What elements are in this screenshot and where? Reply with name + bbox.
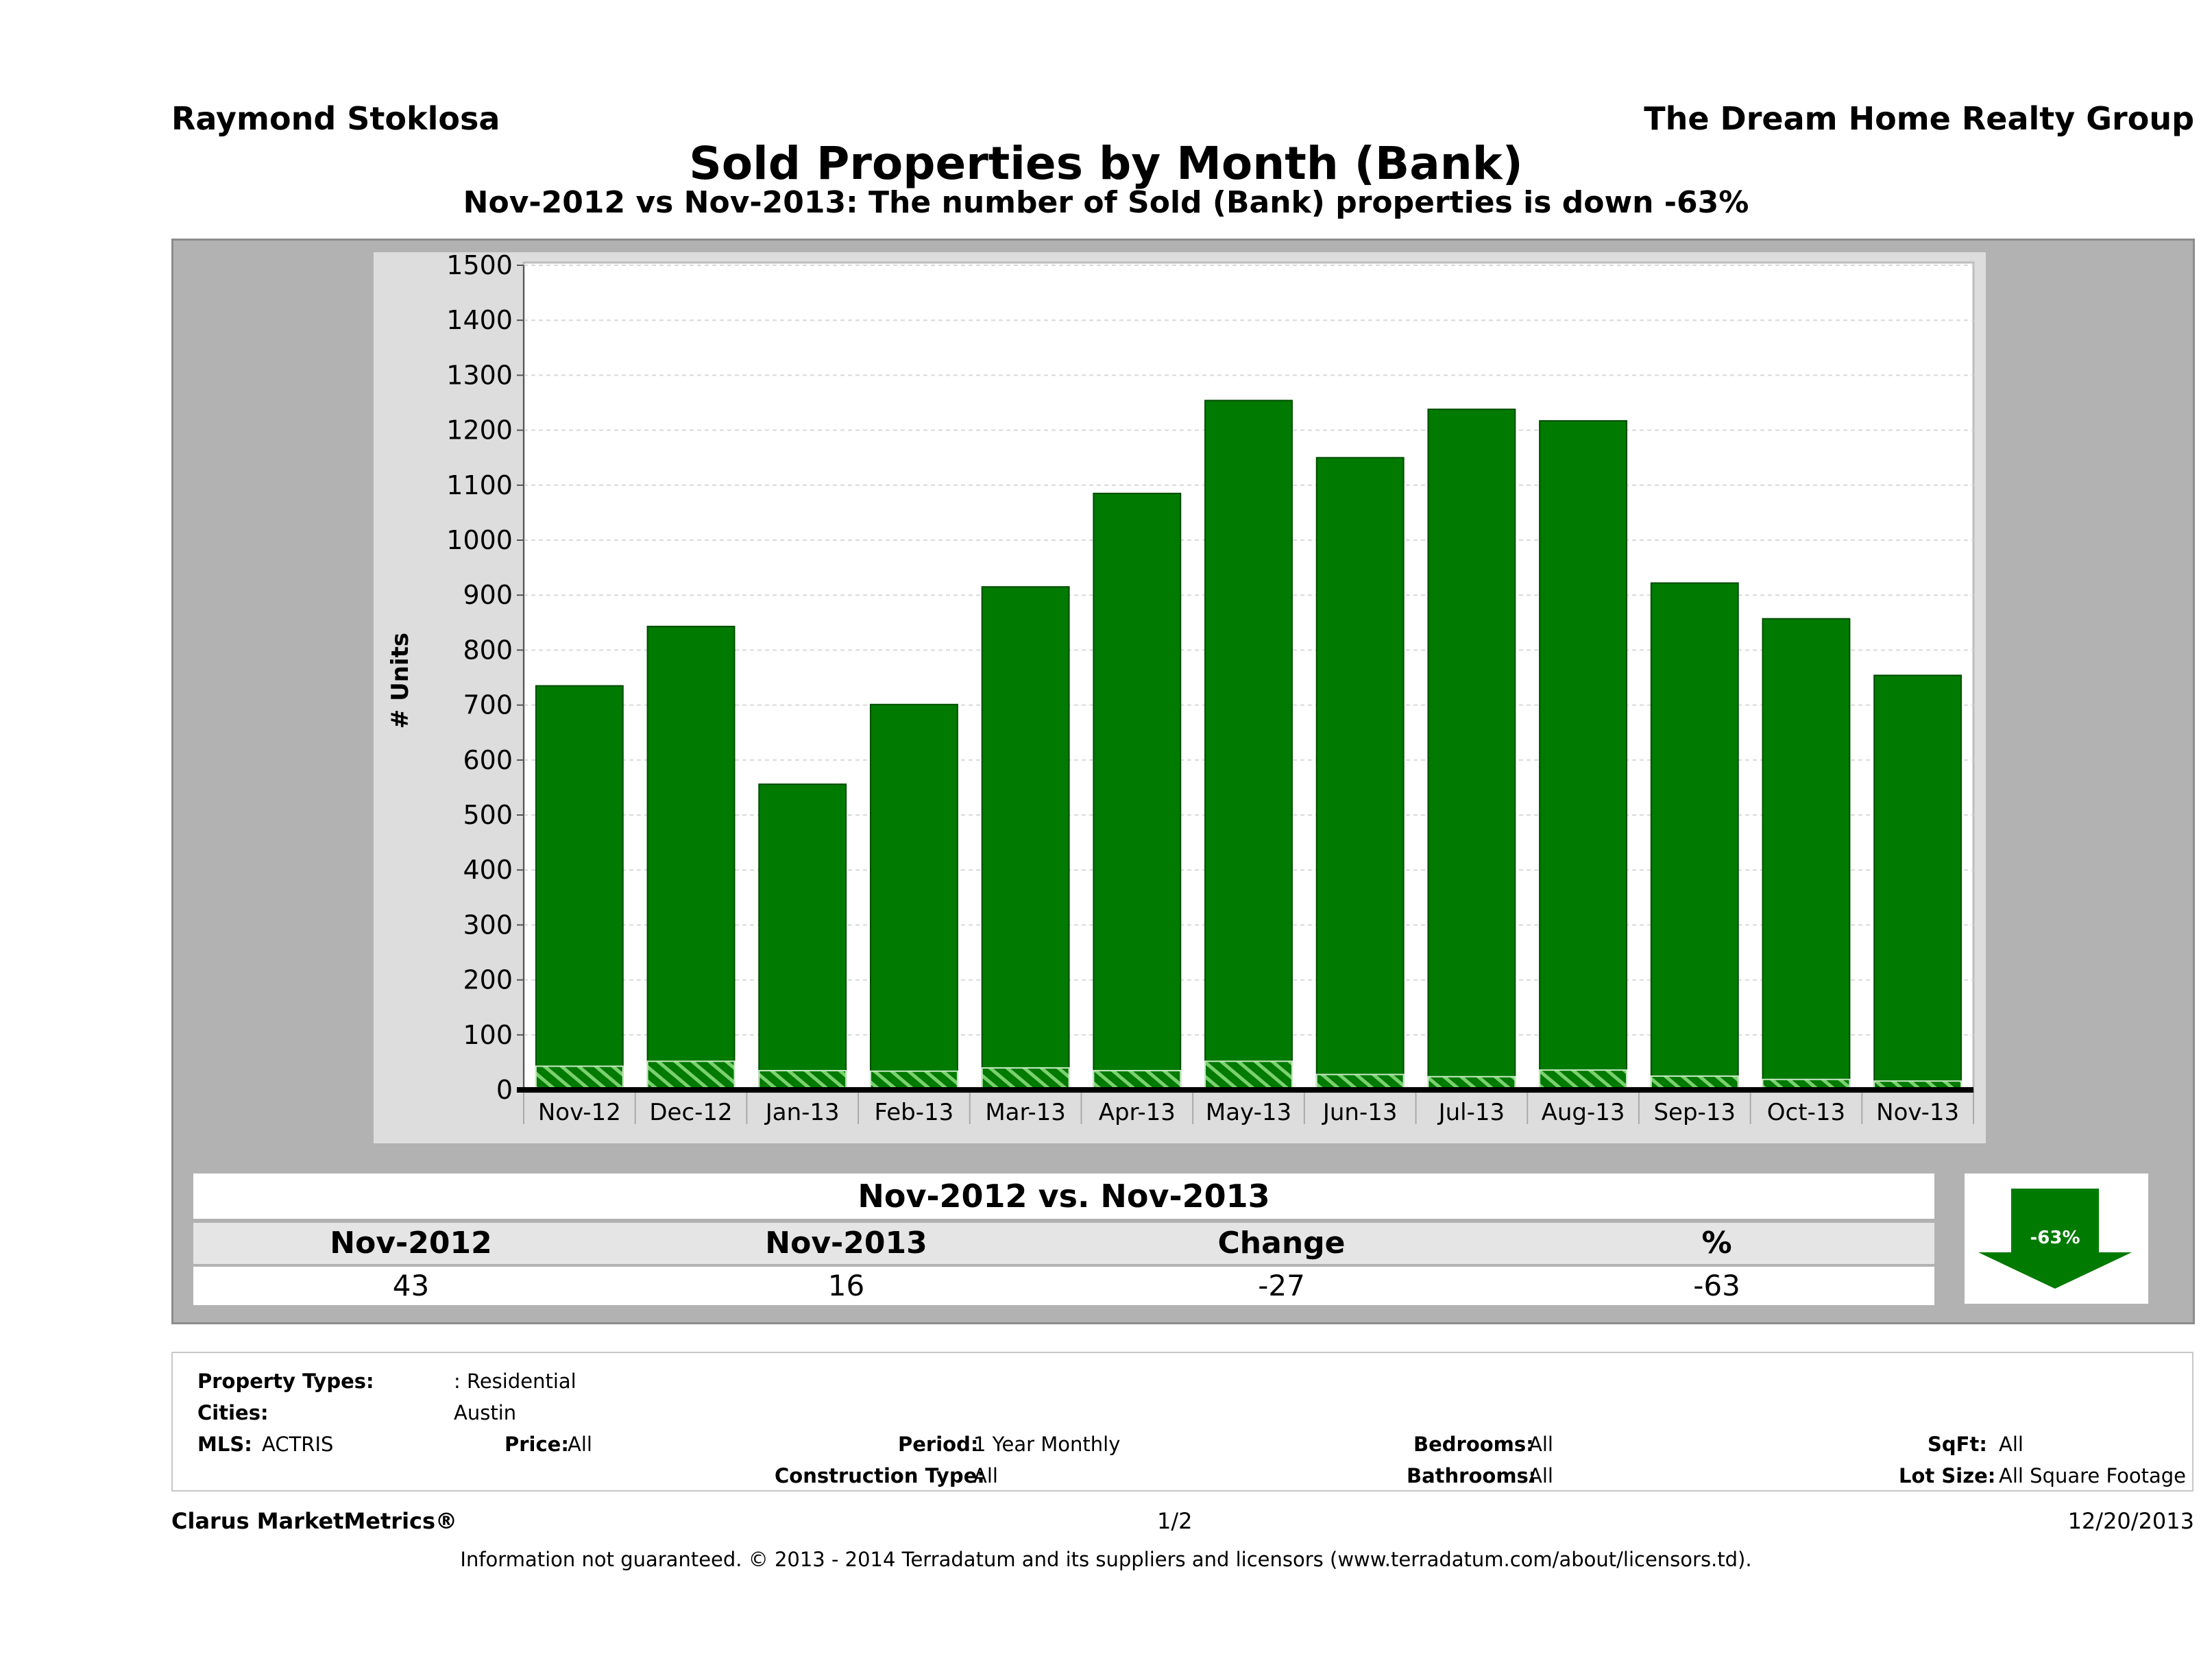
down-arrow-icon: -63% [1978,1189,2132,1289]
cities-value: Austin [454,1401,517,1424]
price-value: All [568,1433,592,1456]
cities-label: Cities: [197,1401,269,1424]
y-tick-label: 300 [463,910,513,940]
bar-dec-12 [646,625,736,1091]
comparison-value-row: 43 16 -27 -63 [193,1267,1934,1305]
y-tick-label: 1100 [446,470,513,500]
bar-segment-mar-13 [981,1067,1070,1091]
y-tick-label: 800 [463,635,513,665]
bar-aug-13 [1539,420,1628,1091]
bar-segment-jan-13 [758,1069,847,1091]
header-nov-2013: Nov-2013 [765,1226,927,1261]
y-tick-label: 1300 [446,360,513,390]
x-tick-label: Jan-13 [764,1099,840,1126]
bar-segment-feb-13 [869,1070,958,1091]
footer-brand: Clarus MarketMetrics® [171,1508,458,1534]
bathrooms-value: All [1529,1464,1553,1487]
value-percent: -63 [1693,1269,1740,1302]
y-tick-label: 0 [496,1075,513,1105]
bar-jan-13 [758,783,847,1091]
bar-apr-13 [1093,492,1182,1091]
criteria-box: Property Types: : Residential Cities: Au… [171,1352,2193,1492]
x-tick-label: Dec-12 [649,1099,732,1126]
construction-value: All [973,1464,998,1487]
bar-segment-nov-12 [535,1065,624,1091]
page-number: 1/2 [1157,1508,1193,1534]
report-date: 12/20/2013 [2067,1508,2194,1534]
x-tick-label: Nov-13 [1876,1099,1959,1126]
mls-label: MLS: [197,1433,252,1456]
bar-segment-may-13 [1204,1060,1293,1091]
property-types-value: : Residential [454,1370,576,1393]
y-tick-label: 100 [463,1020,513,1050]
comparison-header-row: Nov-2012 Nov-2013 Change % [193,1223,1934,1264]
bar-may-13 [1204,400,1293,1091]
x-tick-label: Mar-13 [985,1099,1066,1126]
y-tick-label: 700 [463,690,513,720]
x-tick-label: Sep-13 [1653,1099,1736,1126]
change-badge: -63% [1965,1174,2148,1304]
disclaimer: Information not guaranteed. © 2013 - 201… [460,1548,1752,1571]
property-types-label: Property Types: [197,1370,374,1393]
x-tick-label: Jun-13 [1322,1099,1398,1126]
bar-feb-13 [869,703,958,1091]
period-value: 1 Year Monthly [973,1433,1121,1456]
price-label: Price: [505,1433,569,1456]
header-nov-2012: Nov-2012 [330,1226,492,1261]
lot-size-label: Lot Size: [1899,1464,1996,1487]
bar-jul-13 [1427,409,1516,1091]
value-change: -27 [1258,1269,1305,1302]
bar-segment-apr-13 [1093,1069,1182,1091]
bar-nov-12 [535,685,624,1091]
period-label: Period: [898,1433,979,1456]
bedrooms-value: All [1529,1433,1553,1456]
y-tick-label: 200 [463,965,513,995]
company-name: The Dream Home Realty Group [1644,100,2194,137]
bar-segment-dec-12 [646,1060,736,1091]
y-axis-label: # Units [387,633,414,729]
value-nov-2013: 16 [827,1269,865,1302]
y-tick-label: 500 [463,800,513,830]
chart-subtitle: Nov-2012 vs Nov-2013: The number of Sold… [463,185,1749,220]
agent-name: Raymond Stoklosa [171,100,500,137]
y-tick-label: 400 [463,855,513,885]
header-change: Change [1217,1226,1346,1261]
bar-mar-13 [981,586,1070,1091]
x-tick-label: Jul-13 [1437,1099,1505,1126]
y-tick-label: 1500 [446,252,513,280]
lot-size-value: All Square Footage [1999,1464,2187,1487]
comparison-title: Nov-2012 vs. Nov-2013 [193,1174,1934,1219]
y-tick-label: 1400 [446,305,513,335]
bedrooms-label: Bedrooms: [1413,1433,1534,1456]
mls-value: ACTRIS [262,1433,334,1456]
y-tick-label: 1200 [446,415,513,446]
badge-label: -63% [2030,1228,2080,1248]
bathrooms-label: Bathrooms: [1407,1464,1537,1487]
x-tick-label: Aug-13 [1542,1099,1625,1126]
y-tick-label: 1000 [446,525,513,555]
bar-sep-13 [1650,582,1739,1091]
bar-segment-aug-13 [1539,1069,1628,1091]
construction-label: Construction Type: [775,1464,985,1487]
sqft-value: All [1999,1433,2023,1456]
x-tick-label: Oct-13 [1767,1099,1845,1126]
value-nov-2012: 43 [392,1269,430,1302]
y-tick-label: 900 [463,580,513,610]
bar-chart: 0 100 200 300 400 500 600 700 800 900 1000 1100 1200… [387,252,1975,1126]
header-percent: % [1701,1226,1732,1261]
bar-nov-13 [1873,674,1962,1091]
bar-jun-13 [1315,457,1405,1091]
x-tick-label: Apr-13 [1099,1099,1176,1126]
x-tick-label: Feb-13 [875,1099,954,1126]
x-tick-label: May-13 [1206,1099,1291,1126]
chart-title: Sold Properties by Month (Bank) [689,137,1523,190]
bar-oct-13 [1762,618,1851,1091]
x-tick-label: Nov-12 [538,1099,621,1126]
y-tick-label: 600 [463,745,513,775]
sqft-label: SqFt: [1928,1433,1987,1456]
